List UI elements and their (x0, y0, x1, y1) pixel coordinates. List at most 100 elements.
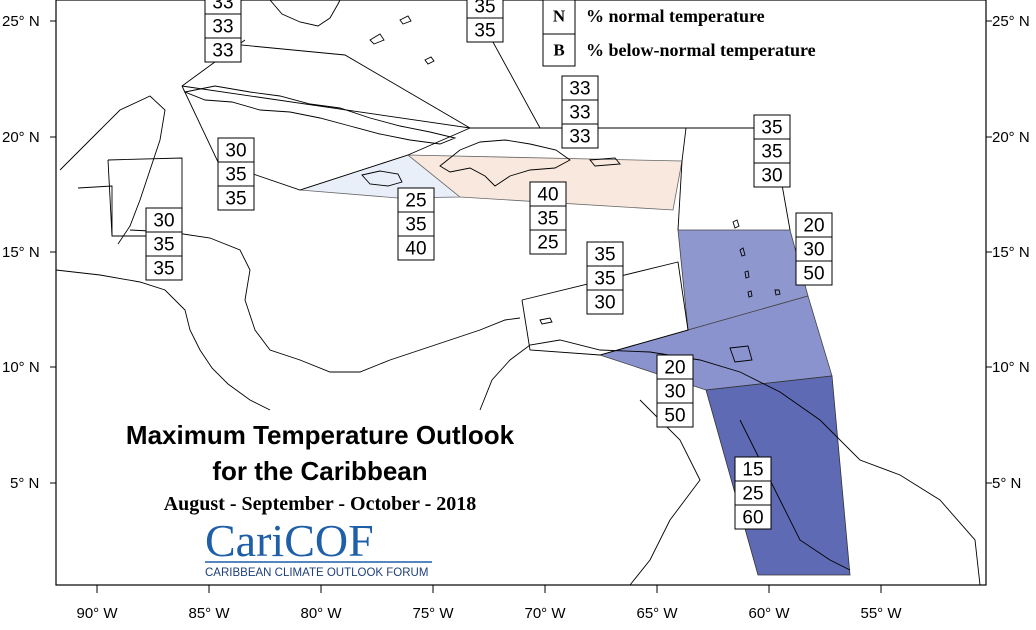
forecast-cell (753, 162, 791, 188)
lat-label: 5° N (992, 475, 1021, 492)
forecast-cell (466, 17, 504, 43)
forecast-cell (204, 13, 242, 39)
forecast-box-cayman-cuba-south: 30 35 35 (217, 137, 255, 211)
forecast-value: 30 (761, 166, 782, 187)
longitude-labels: 90° W 85° W 80° W 75° W 70° W 65° W 60° … (76, 605, 902, 622)
forecast-value: 33 (212, 17, 233, 38)
jamaica-coast (361, 170, 403, 187)
central-america-caribbean-coast (129, 229, 521, 373)
forecast-cell (217, 185, 255, 211)
guianas-interior (739, 419, 851, 571)
forecast-value: 35 (594, 269, 615, 290)
forecast-value: 35 (225, 165, 246, 186)
latitude-labels-right: 25° N 20° N 15° N 10° N 5° N (992, 13, 1030, 492)
forecast-cell (734, 504, 772, 530)
logo-tagline: CARIBBEAN CLIMATE OUTLOOK FORUM (205, 567, 428, 579)
lat-label: 15° N (2, 244, 40, 261)
outline-guatemala (77, 185, 113, 236)
lon-label: 75° W (412, 605, 454, 622)
forecast-cell (586, 241, 624, 267)
lat-label: 25° N (2, 13, 40, 30)
forecast-value: 35 (474, 0, 495, 18)
forecast-value: 35 (537, 209, 558, 230)
lat-label: 20° N (992, 129, 1030, 146)
forecast-box-abc-islands: 35 35 30 (586, 241, 624, 315)
outline-leewards-west (677, 160, 683, 231)
trinidad-coast (729, 345, 753, 363)
forecast-value: 25 (537, 233, 558, 254)
forecast-value: 35 (474, 21, 495, 42)
lon-label: 90° W (76, 605, 118, 622)
lon-label: 55° W (860, 605, 902, 622)
central-america-coast (55, 269, 271, 411)
forecast-cell (656, 402, 694, 428)
forecast-box-northern-leewards: 35 35 30 (753, 114, 791, 188)
forecast-cell (145, 231, 183, 257)
legend-text-normal: % normal temperature (586, 6, 765, 26)
puerto-rico-coast (589, 157, 621, 167)
lesser-antilles-3 (744, 270, 750, 279)
forecast-value: 15 (742, 460, 763, 481)
forecast-box-bahamas-north: 33 33 33 (204, 0, 242, 63)
legend-key-normal: N (553, 7, 566, 26)
hispaniola-coast (439, 139, 571, 187)
florida-coast (269, 0, 341, 27)
forecast-value: 33 (569, 79, 590, 100)
forecast-value: 33 (569, 127, 590, 148)
outline-turks (469, 0, 687, 162)
forecast-box-belize: 30 35 35 (145, 207, 183, 281)
forecast-cell (145, 255, 183, 281)
forecast-cell (561, 99, 599, 125)
forecast-value: 40 (405, 239, 426, 260)
title-block: Maximum Temperature Outlook for the Cari… (126, 420, 515, 515)
forecast-cell (656, 378, 694, 404)
forecast-value: 35 (405, 215, 426, 236)
outline-cuba (181, 85, 472, 191)
forecast-value: 33 (212, 0, 233, 14)
outline-abc (521, 261, 689, 356)
lesser-antilles-1 (732, 219, 740, 229)
lesser-antilles-2 (739, 247, 746, 257)
lon-label: 80° W (300, 605, 342, 622)
forecast-cell (397, 211, 435, 237)
latitude-ticks-left (50, 20, 56, 484)
legend-key-below: B (553, 41, 564, 60)
forecast-value: 33 (569, 103, 590, 124)
forecast-value: 20 (664, 358, 685, 379)
forecast-value: 60 (742, 508, 763, 529)
yucatan-coast (59, 95, 166, 245)
forecast-cell (204, 37, 242, 63)
forecast-value: 33 (212, 41, 233, 62)
forecast-cell (795, 260, 833, 286)
lat-label: 20° N (2, 129, 40, 146)
forecast-value: 30 (153, 211, 174, 232)
lat-label: 15° N (992, 244, 1030, 261)
lon-label: 70° W (524, 605, 566, 622)
forecast-box-guianas: 15 25 60 (734, 456, 772, 530)
longitude-ticks (96, 585, 882, 593)
forecast-box-windward-east: 20 30 50 (795, 212, 833, 286)
legend-text-below: % below-normal temperature (586, 40, 816, 60)
venezuela-border (629, 399, 701, 586)
forecast-value: 40 (537, 185, 558, 206)
forecast-cell (586, 289, 624, 315)
lon-label: 65° W (636, 605, 678, 622)
forecast-cell (397, 187, 435, 213)
map-subtitle: August - September - October - 2018 (164, 493, 477, 515)
forecast-cell (656, 354, 694, 380)
forecast-value: 35 (594, 245, 615, 266)
forecast-cell (529, 181, 567, 207)
forecast-value: 30 (225, 141, 246, 162)
forecast-value: 35 (761, 118, 782, 139)
forecast-cell (795, 236, 833, 262)
forecast-box-trinidad-tobago: 20 30 50 (656, 354, 694, 428)
coastlines (55, 0, 981, 586)
barbados (774, 289, 781, 296)
latitude-labels-left: 25° N 20° N 15° N 10° N 5° N (2, 13, 40, 492)
forecast-value: 30 (803, 240, 824, 261)
forecast-value: 30 (594, 293, 615, 314)
forecast-value: 35 (153, 235, 174, 256)
forecast-cell (734, 456, 772, 482)
